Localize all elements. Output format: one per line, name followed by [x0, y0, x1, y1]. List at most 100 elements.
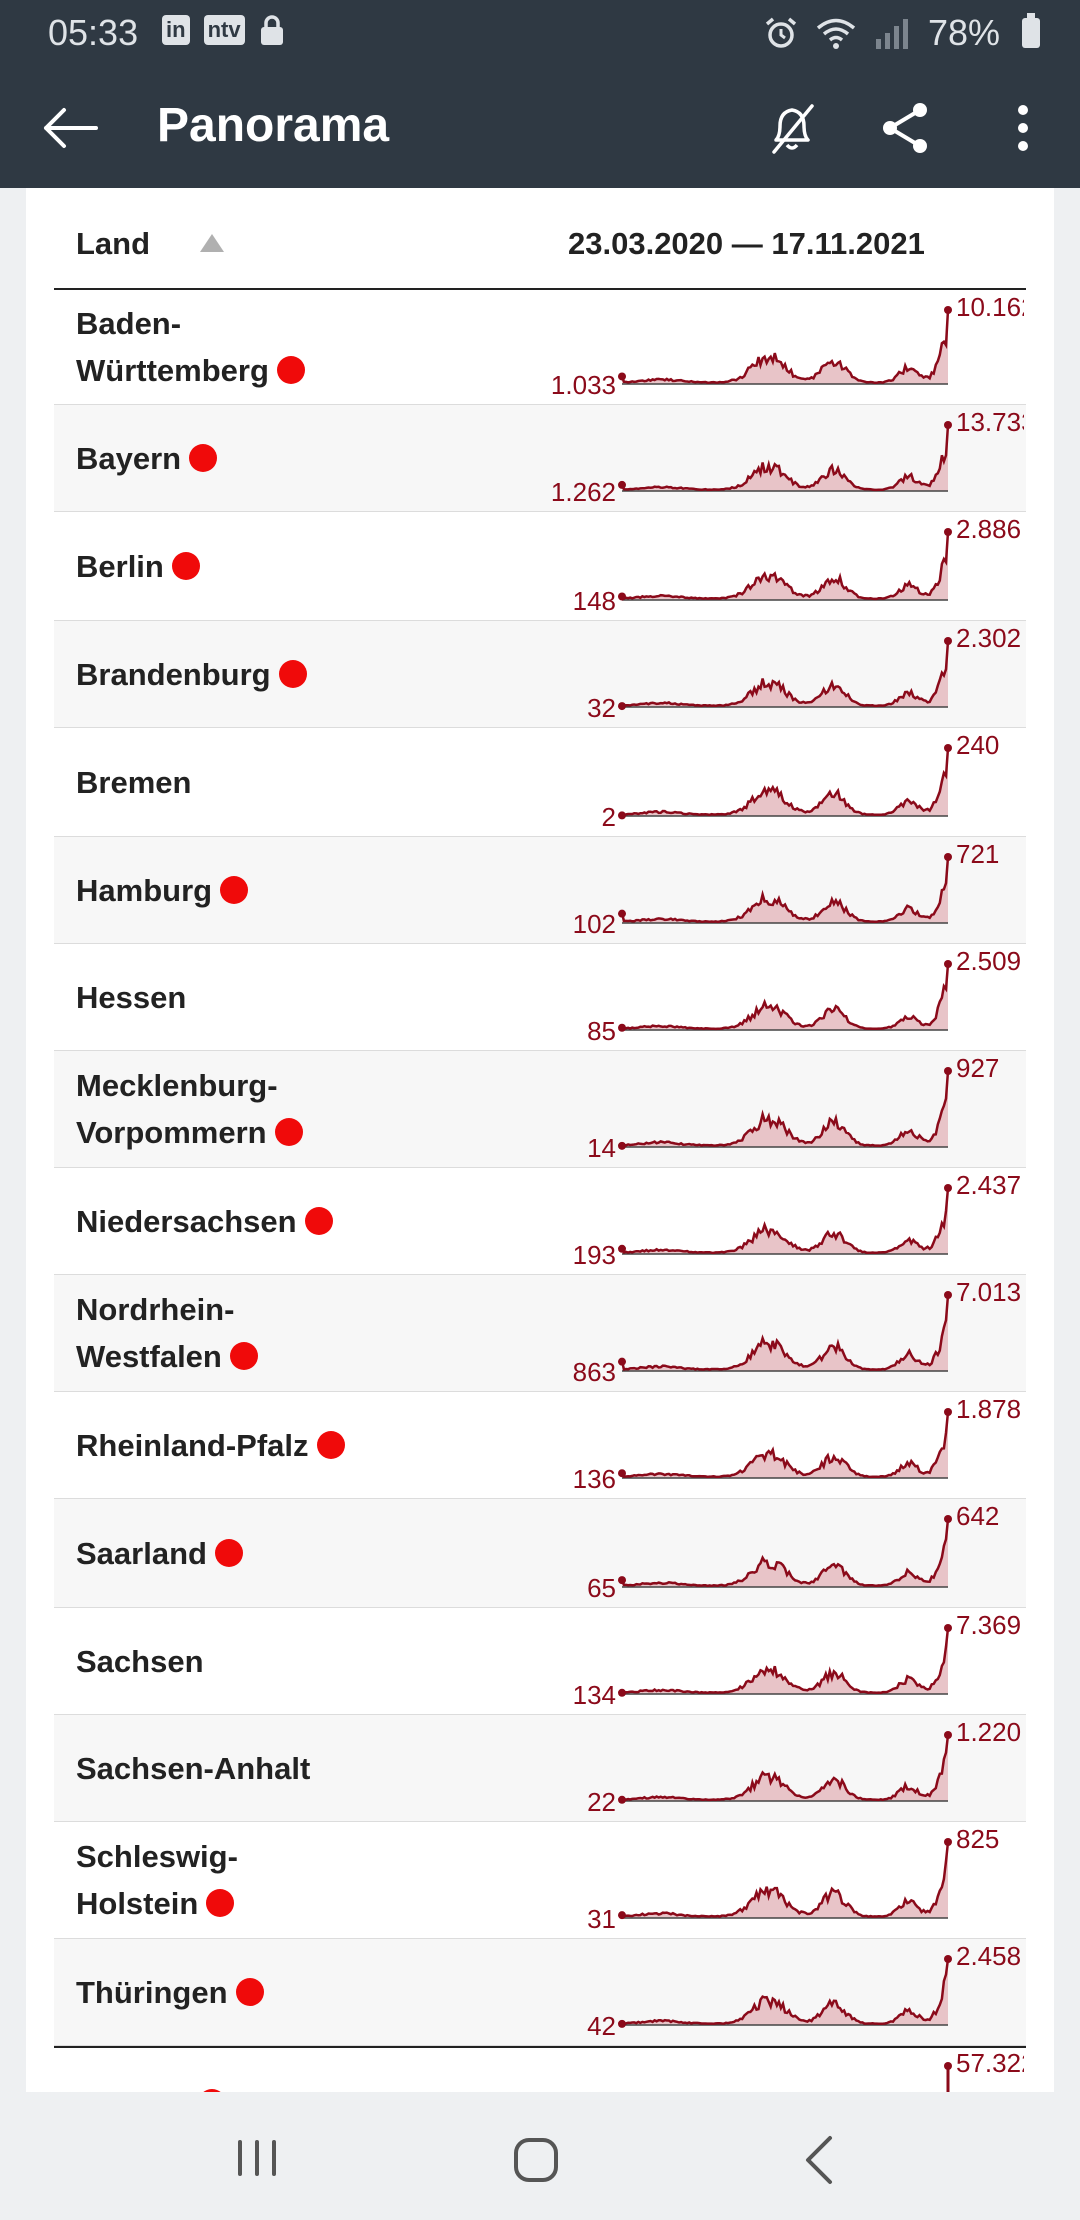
sparkline-chart: 136 1.878 [573, 1394, 1021, 1494]
sparkline-end-point [944, 637, 952, 645]
table-row[interactable]: Thüringen 42 2.458 [54, 1939, 1026, 2046]
sparkline-start-label: 14 [587, 1133, 616, 1163]
status-dot-icon [304, 1207, 333, 1235]
row-land-name: Saarland [76, 1530, 243, 1577]
status-dot-icon [197, 2089, 226, 2092]
sparkline-start-label: 193 [573, 1240, 616, 1270]
row-land-name-line: Sachsen [76, 1644, 204, 1679]
row-land-name-line: Berlin [76, 543, 200, 590]
recent-apps-icon[interactable] [232, 2138, 282, 2178]
sparkline-series-line [620, 1187, 950, 1255]
sparkline-end-label: 825 [956, 1824, 999, 1854]
row-land-name: Niedersachsen [76, 1198, 333, 1245]
sparkline-chart: 134 7.369 [573, 1610, 1021, 1710]
row-land-name-line: Vorpommern [76, 1109, 303, 1156]
sparkline-series-line [621, 747, 950, 817]
table-row[interactable]: Bremen 2 240 [54, 728, 1026, 837]
alarm-icon [765, 17, 797, 48]
status-bar: 05:33 in ntv 78% [0, 0, 1080, 64]
wifi-icon [816, 18, 856, 49]
row-land-name: Hamburg [76, 867, 249, 914]
table-row[interactable]: Rheinland-Pfalz 136 1.878 [54, 1392, 1026, 1499]
table-card: Land 23.03.2020 — 17.11.2021 Baden- Württ… [26, 188, 1054, 2092]
page-title: Panorama [157, 99, 390, 152]
sparkline-start-point [618, 1469, 626, 1478]
sparkline-start-point [618, 811, 626, 820]
row-land-name: Sachsen-Anhalt [76, 1745, 310, 1792]
sparkline-end-point [944, 1067, 952, 1075]
sparkline-end-label: 2.458 [956, 1941, 1021, 1971]
table-row[interactable]: Niedersachsen 193 2.437 [54, 1168, 1026, 1275]
sparkline-start-label: 65 [587, 1573, 616, 1603]
sparkline-series-line [621, 531, 950, 601]
sort-ascending-icon[interactable] [200, 234, 224, 252]
table-row[interactable]: Hamburg 102 721 [54, 837, 1026, 944]
sparkline-chart: 22 1.220 [587, 1717, 1021, 1817]
sparkline-series-line [621, 1734, 950, 1802]
back-icon[interactable] [800, 2134, 836, 2186]
back-arrow-icon[interactable] [40, 98, 100, 158]
linkedin-icon: in [162, 15, 190, 45]
sparkline-start-label: 136 [573, 1464, 616, 1494]
row-land-name: Nordrhein- Westfalen [76, 1286, 258, 1380]
table-row[interactable]: Nordrhein- Westfalen 863 7.013 [54, 1275, 1026, 1392]
sparkline-series-line [620, 1294, 950, 1371]
sparkline-series-line [621, 1958, 950, 2026]
sparkline-chart: 193 2.437 [573, 1170, 1021, 1270]
sparkline-start-point [618, 909, 626, 918]
sparkline-start-label: 31 [587, 1904, 616, 1934]
table-row[interactable]: Schleswig- Holstein 31 825 [54, 1822, 1026, 1939]
row-land-name: Gesamt [76, 2080, 226, 2092]
table-row[interactable]: Baden- Württemberg 1.033 10.162 [54, 290, 1026, 405]
sparkline-series-line [620, 1518, 950, 1588]
sparkline-chart: 1.033 10.162 [551, 292, 1024, 400]
more-vert-icon[interactable] [998, 98, 1048, 158]
sparkline-end-point [944, 1624, 952, 1632]
row-land-name-line: Bayern [76, 435, 218, 482]
sparkline-start-label: 85 [587, 1016, 616, 1046]
table-row[interactable]: Mecklenburg- Vorpommern 14 927 [54, 1051, 1026, 1168]
sparkline-end-label: 240 [956, 730, 999, 760]
sparkline-end-point [944, 1838, 952, 1846]
sparkline-start-label: 102 [573, 909, 616, 939]
table-row[interactable]: Saarland 65 642 [54, 1499, 1026, 1608]
row-land-name-line: Saarland [76, 1530, 243, 1577]
row-land-name-line: Thüringen [76, 1969, 264, 2016]
sparkline-end-label: 642 [956, 1501, 999, 1531]
table-row-total[interactable]: Gesamt 57.322 [54, 2046, 1026, 2092]
share-icon[interactable] [876, 98, 936, 158]
sparkline-end-label: 2.509 [956, 946, 1021, 976]
sparkline-area [622, 1959, 948, 2025]
status-dot-icon [316, 1431, 345, 1459]
home-icon[interactable] [512, 2136, 560, 2184]
battery-icon [1022, 13, 1040, 48]
sparkline-start-point [618, 1357, 626, 1366]
table-row[interactable]: Berlin 148 2.886 [54, 512, 1026, 621]
sparkline-start-point [618, 1141, 626, 1150]
table-header: Land 23.03.2020 — 17.11.2021 [54, 188, 1026, 290]
sparkline-chart: 31 825 [587, 1824, 999, 1934]
sparkline-end-label: 7.013 [956, 1277, 1021, 1307]
row-land-name: Bayern [76, 435, 218, 482]
table-row[interactable]: Bayern 1.262 13.733 [54, 405, 1026, 512]
row-land-name: Brandenburg [76, 651, 307, 698]
sparkline-area [622, 857, 948, 923]
status-dot-icon [220, 876, 249, 904]
column-header-land[interactable]: Land [76, 226, 151, 261]
notifications-off-icon[interactable] [762, 98, 822, 158]
status-dot-icon [276, 356, 305, 384]
row-land-name-line: Württemberg [76, 347, 305, 394]
table-row[interactable]: Sachsen 134 7.369 [54, 1608, 1026, 1715]
table-row[interactable]: Brandenburg 32 2.302 [54, 621, 1026, 728]
sparkline-end-label: 10.162 [956, 292, 1024, 322]
status-dot-icon [214, 1539, 243, 1567]
row-land-name-line: Nordrhein- [76, 1292, 235, 1327]
column-header-date-range: 23.03.2020 — 17.11.2021 [568, 226, 925, 261]
table-row[interactable]: Sachsen-Anhalt 22 1.220 [54, 1715, 1026, 1822]
row-land-name-line: Niedersachsen [76, 1198, 333, 1245]
sparkline-area [622, 1628, 948, 1694]
row-land-name-line: Westfalen [76, 1333, 258, 1380]
row-land-name: Schleswig- Holstein [76, 1833, 238, 1927]
table-row[interactable]: Hessen 85 2.509 [54, 944, 1026, 1051]
sparkline-chart: 102 721 [573, 839, 1000, 939]
